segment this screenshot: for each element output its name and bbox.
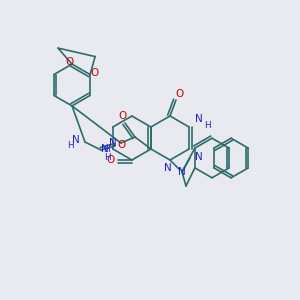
Text: N: N bbox=[101, 144, 109, 154]
Text: N: N bbox=[109, 138, 117, 148]
Text: H: H bbox=[104, 152, 111, 161]
Text: N: N bbox=[178, 167, 186, 177]
Text: O: O bbox=[90, 68, 98, 77]
Text: O: O bbox=[175, 89, 183, 99]
Text: O: O bbox=[65, 57, 73, 67]
Text: O: O bbox=[119, 111, 127, 121]
Text: H: H bbox=[67, 142, 73, 151]
Text: N: N bbox=[72, 135, 80, 145]
Text: N: N bbox=[195, 152, 203, 162]
Text: O: O bbox=[107, 155, 115, 165]
Text: O: O bbox=[118, 140, 126, 150]
Text: H: H bbox=[204, 121, 210, 130]
Text: N: N bbox=[164, 163, 172, 173]
Text: N: N bbox=[195, 114, 203, 124]
Text: H: H bbox=[103, 145, 109, 154]
